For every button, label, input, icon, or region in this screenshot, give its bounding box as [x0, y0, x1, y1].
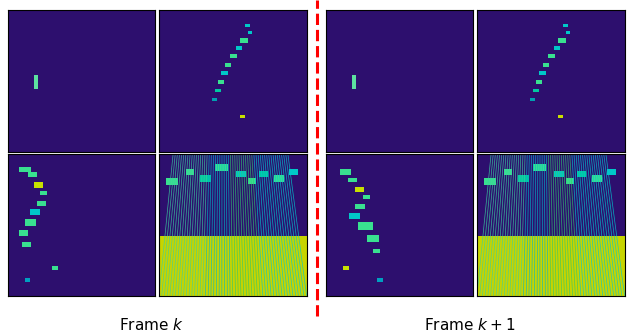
Bar — [30, 209, 40, 215]
Bar — [563, 24, 569, 27]
Bar — [37, 201, 46, 206]
Bar — [236, 171, 246, 177]
Bar — [565, 178, 574, 184]
Bar — [367, 235, 379, 242]
Bar — [289, 169, 298, 175]
Bar — [565, 31, 570, 34]
Bar — [230, 54, 237, 58]
Bar — [240, 38, 247, 43]
Bar — [355, 204, 366, 209]
Bar — [592, 175, 602, 182]
Bar — [28, 172, 37, 177]
Bar — [343, 266, 349, 270]
Bar — [577, 171, 586, 177]
Bar — [25, 278, 30, 282]
Bar — [558, 38, 565, 43]
Bar — [20, 230, 28, 236]
Bar — [247, 178, 256, 184]
Bar — [340, 169, 350, 175]
Bar — [543, 63, 550, 67]
Bar — [548, 54, 555, 58]
Bar — [373, 249, 380, 253]
Bar — [358, 222, 373, 230]
Bar — [539, 71, 546, 75]
Bar — [349, 213, 359, 219]
Bar — [352, 75, 356, 89]
Bar — [536, 80, 542, 84]
Bar — [363, 195, 370, 199]
Bar — [274, 175, 284, 182]
Bar — [477, 236, 625, 296]
Bar — [200, 175, 211, 182]
Bar — [22, 242, 31, 248]
Bar — [167, 178, 178, 185]
Bar — [186, 169, 195, 175]
Bar — [215, 164, 228, 171]
Bar — [247, 31, 252, 34]
Bar — [34, 182, 43, 188]
Bar — [259, 171, 268, 177]
Bar — [558, 115, 563, 118]
Text: Frame $k+1$: Frame $k+1$ — [424, 317, 515, 333]
Bar — [607, 169, 616, 175]
Bar — [485, 178, 496, 185]
Bar — [554, 46, 560, 50]
Bar — [245, 24, 251, 27]
Bar — [218, 80, 224, 84]
Bar — [236, 46, 242, 50]
Bar — [533, 164, 546, 171]
Bar — [504, 169, 513, 175]
Bar — [25, 219, 36, 226]
Bar — [159, 236, 307, 296]
Bar — [40, 191, 48, 195]
Bar — [20, 167, 31, 172]
Bar — [518, 175, 529, 182]
Bar — [530, 98, 534, 101]
Bar — [554, 171, 564, 177]
Bar — [225, 63, 232, 67]
Bar — [377, 278, 383, 282]
Bar — [212, 98, 216, 101]
Bar — [355, 186, 364, 192]
Bar — [240, 115, 245, 118]
Bar — [348, 178, 357, 182]
Bar — [52, 266, 58, 270]
Bar — [215, 89, 221, 92]
Bar — [34, 75, 38, 89]
Bar — [221, 71, 228, 75]
Text: Frame $k$: Frame $k$ — [119, 317, 184, 333]
Bar — [533, 89, 539, 92]
